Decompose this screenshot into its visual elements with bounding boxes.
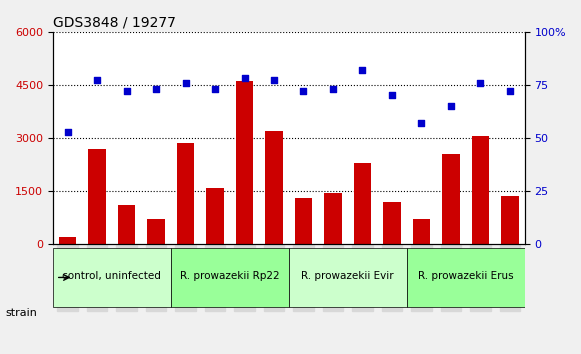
Bar [501,196,519,244]
Bar [442,154,460,244]
Point [181,80,190,85]
Point [63,129,72,134]
Point [505,88,515,94]
Point [92,78,102,83]
Text: control, uninfected: control, uninfected [62,271,162,281]
Point [328,86,338,92]
Point [122,88,131,94]
Point [299,88,308,94]
Text: GDS3848 / 19277: GDS3848 / 19277 [53,15,175,29]
Text: R. prowazekii Rp22: R. prowazekii Rp22 [180,271,279,281]
Bar [265,131,283,244]
Bar [118,205,135,244]
Text: R. prowazekii Erus: R. prowazekii Erus [418,271,514,281]
Bar [324,193,342,244]
Bar [177,143,195,244]
Point [210,86,220,92]
Bar [295,198,313,244]
Bar [413,219,431,244]
Bar [88,149,106,244]
Point [388,92,397,98]
Point [240,75,249,81]
Bar [147,219,165,244]
Text: strain: strain [6,308,38,318]
Bar [383,202,401,244]
Point [417,120,426,126]
Bar [59,237,77,244]
Point [152,86,161,92]
Bar [472,136,489,244]
Point [270,78,279,83]
FancyBboxPatch shape [53,247,171,307]
Point [358,67,367,73]
FancyBboxPatch shape [289,247,407,307]
Point [476,80,485,85]
Point [446,103,456,109]
Bar [354,163,371,244]
Bar [206,188,224,244]
FancyBboxPatch shape [171,247,289,307]
Bar [236,81,253,244]
FancyBboxPatch shape [407,247,525,307]
Text: R. prowazekii Evir: R. prowazekii Evir [302,271,394,281]
